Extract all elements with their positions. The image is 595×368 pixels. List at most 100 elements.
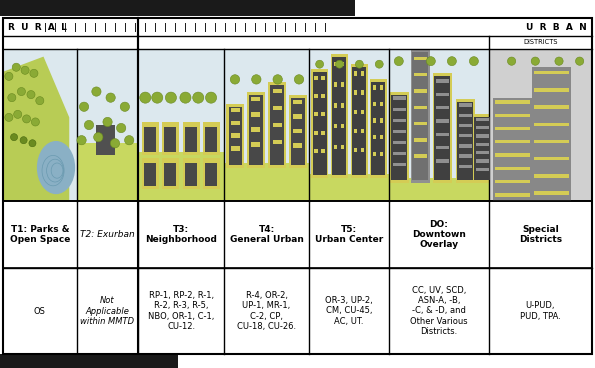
Bar: [393, 107, 406, 111]
Bar: [436, 159, 449, 163]
Circle shape: [77, 135, 86, 145]
Bar: [354, 110, 357, 114]
Bar: [534, 140, 569, 143]
Bar: [331, 54, 348, 178]
Bar: [459, 164, 472, 168]
Bar: [380, 135, 383, 139]
Bar: [414, 138, 427, 142]
Bar: [373, 102, 377, 106]
Bar: [350, 64, 368, 178]
Bar: [202, 122, 220, 155]
Circle shape: [427, 57, 436, 66]
Bar: [311, 69, 328, 178]
Circle shape: [23, 115, 30, 123]
Bar: [3, 201, 592, 268]
Circle shape: [252, 75, 261, 84]
Circle shape: [193, 92, 204, 103]
Circle shape: [355, 60, 364, 68]
Bar: [534, 106, 569, 109]
Bar: [183, 159, 200, 189]
Bar: [459, 124, 472, 127]
Bar: [414, 89, 427, 93]
Bar: [142, 159, 159, 189]
Bar: [342, 124, 345, 128]
Circle shape: [124, 135, 134, 145]
Bar: [142, 122, 159, 155]
Text: OS: OS: [34, 307, 46, 315]
Bar: [459, 114, 472, 117]
Bar: [252, 142, 261, 147]
Bar: [228, 107, 242, 164]
Text: DO:
Downtown
Overlay: DO: Downtown Overlay: [412, 220, 466, 250]
Text: T2: Exurban: T2: Exurban: [80, 230, 135, 239]
Ellipse shape: [37, 141, 75, 194]
Bar: [456, 99, 475, 183]
Bar: [459, 144, 472, 148]
Circle shape: [575, 57, 584, 65]
Bar: [354, 129, 357, 133]
Bar: [333, 57, 346, 175]
Bar: [252, 97, 261, 102]
Bar: [433, 73, 452, 183]
Bar: [205, 127, 217, 152]
Bar: [414, 73, 427, 77]
Bar: [361, 148, 364, 152]
Bar: [186, 127, 198, 152]
Text: OR-3, UP-2,
CM, CU-45,
AC, UT.: OR-3, UP-2, CM, CU-45, AC, UT.: [325, 296, 373, 326]
Bar: [77, 143, 139, 201]
Circle shape: [508, 57, 516, 65]
Circle shape: [469, 57, 478, 66]
Bar: [373, 85, 377, 89]
Text: DISTRICTS: DISTRICTS: [523, 39, 558, 46]
Circle shape: [36, 97, 44, 105]
Bar: [334, 61, 337, 66]
Bar: [145, 127, 156, 152]
Bar: [334, 103, 337, 107]
Bar: [412, 52, 428, 180]
Bar: [495, 140, 530, 144]
Circle shape: [30, 69, 38, 77]
Bar: [3, 49, 592, 201]
Circle shape: [295, 75, 303, 84]
Bar: [393, 152, 406, 155]
Bar: [361, 129, 364, 133]
Bar: [414, 57, 427, 60]
Bar: [334, 145, 337, 149]
Circle shape: [555, 57, 563, 65]
Bar: [354, 148, 357, 152]
Bar: [224, 163, 309, 201]
Bar: [312, 72, 327, 175]
Bar: [392, 95, 408, 180]
Bar: [161, 159, 178, 189]
Circle shape: [14, 110, 22, 118]
Bar: [532, 67, 571, 201]
Bar: [268, 82, 286, 167]
Bar: [321, 131, 324, 135]
Bar: [227, 104, 245, 167]
Text: R-4, OR-2,
UP-1, MR-1,
C-2, CP,
CU-18, CU-26.: R-4, OR-2, UP-1, MR-1, C-2, CP, CU-18, C…: [237, 291, 296, 331]
Bar: [321, 75, 324, 80]
Circle shape: [273, 75, 283, 84]
Bar: [252, 127, 261, 132]
Bar: [373, 135, 377, 139]
Bar: [314, 94, 318, 98]
Bar: [309, 174, 389, 201]
Circle shape: [27, 91, 35, 99]
Bar: [247, 92, 265, 167]
Bar: [534, 157, 569, 160]
Bar: [202, 159, 220, 189]
Bar: [231, 133, 240, 138]
Bar: [289, 95, 306, 167]
Bar: [495, 127, 530, 130]
Bar: [373, 118, 377, 123]
Bar: [436, 79, 449, 83]
Circle shape: [21, 66, 29, 74]
Bar: [342, 82, 345, 87]
Bar: [352, 67, 367, 175]
Circle shape: [84, 120, 93, 130]
Bar: [495, 180, 530, 183]
Circle shape: [5, 113, 13, 121]
Bar: [393, 118, 406, 122]
Bar: [534, 88, 569, 92]
Bar: [273, 123, 282, 127]
